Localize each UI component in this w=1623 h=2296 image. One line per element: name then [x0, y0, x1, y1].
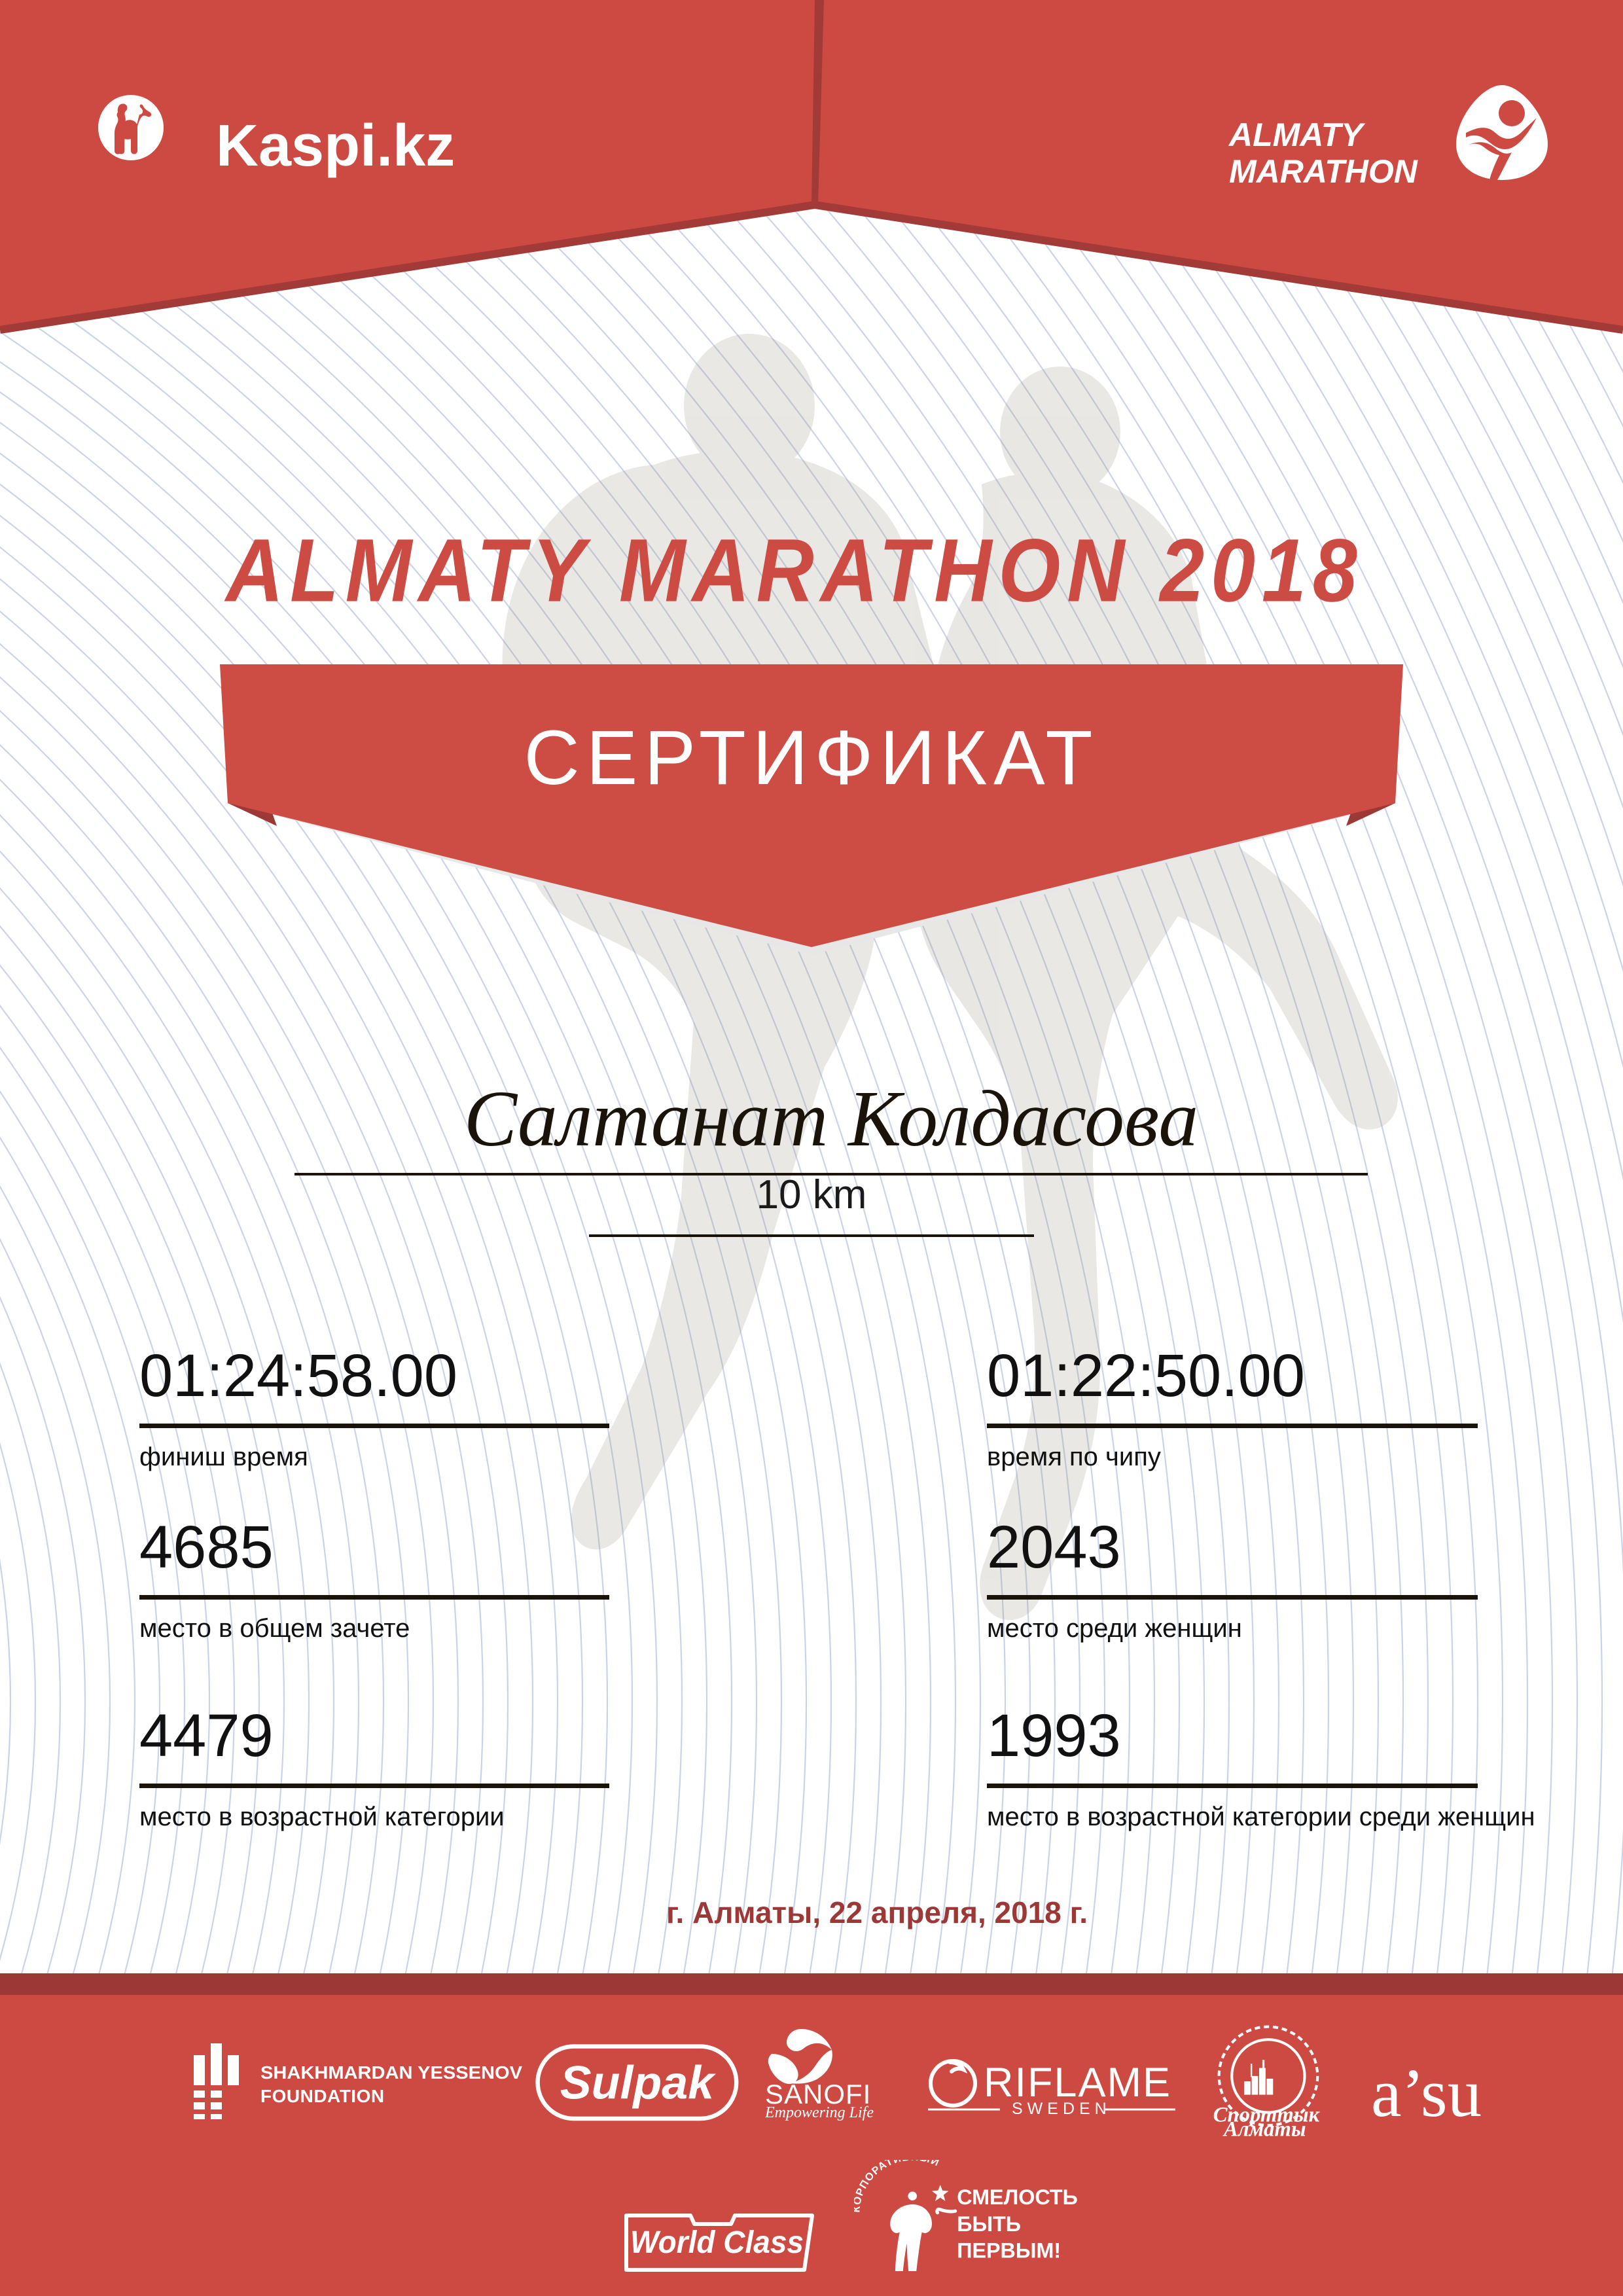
svg-text:Алматы: Алматы [1222, 2118, 1306, 2138]
svg-text:RIFLAME: RIFLAME [984, 2060, 1171, 2106]
svg-text:SHAKHMARDAN YESSENOV: SHAKHMARDAN YESSENOV [260, 2062, 522, 2083]
svg-text:СМЕЛОСТЬ: СМЕЛОСТЬ [957, 2185, 1078, 2209]
svg-text:SWEDEN: SWEDEN [1012, 2100, 1111, 2118]
svg-text:World Class: World Class [630, 2225, 804, 2260]
svg-text:a’su: a’su [1371, 2054, 1482, 2131]
svg-text:Sulpak: Sulpak [560, 2057, 716, 2109]
svg-text:КОРПОРАТИВНЫЙ ФОНД: КОРПОРАТИВНЫЙ ФОНД [854, 2160, 942, 2213]
svg-text:Empowering Life: Empowering Life [765, 2104, 874, 2121]
svg-text:БЫТЬ: БЫТЬ [957, 2212, 1021, 2236]
svg-text:ПЕРВЫМ!: ПЕРВЫМ! [957, 2239, 1061, 2263]
svg-text:FOUNDATION: FOUNDATION [260, 2086, 385, 2106]
